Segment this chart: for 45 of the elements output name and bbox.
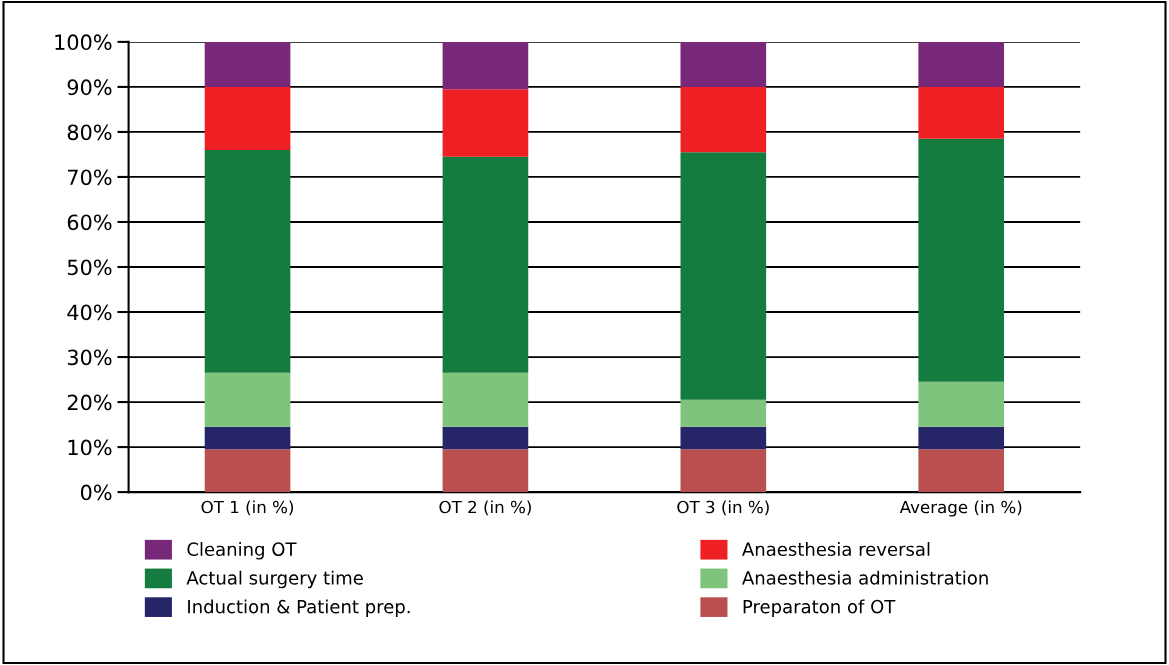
bar	[204, 426, 291, 450]
bar	[442, 89, 529, 157]
legend-label: Induction & Patient prep.	[188, 599, 410, 617]
y-tick-label: 50%	[67, 259, 112, 276]
bar	[918, 381, 1005, 427]
bar	[204, 41, 291, 87]
bar	[442, 372, 529, 427]
bar	[918, 426, 1005, 450]
bar	[204, 149, 291, 373]
y-tick-label: 40%	[67, 304, 112, 321]
bar	[680, 449, 767, 493]
bar	[204, 449, 291, 493]
bar	[442, 156, 529, 373]
bar	[680, 426, 767, 450]
y-tick-label: 30%	[67, 349, 112, 366]
bar	[918, 138, 1005, 382]
legend-label: Preparaton of OT	[743, 599, 896, 617]
legend-label: Actual surgery time	[186, 570, 363, 589]
bar	[204, 372, 291, 427]
legend-label: Anaesthesia administration	[742, 570, 988, 585]
x-tick-label: OT 1 (in %)	[201, 500, 294, 516]
legend-label: Anaesthesia reversal	[742, 542, 930, 557]
bar	[442, 426, 529, 450]
bar	[680, 86, 767, 153]
y-tick-label: 90%	[67, 79, 112, 96]
bar	[918, 86, 1005, 139]
y-tick-label: 20%	[67, 394, 112, 411]
y-tick-label: 10%	[68, 439, 112, 456]
legend-label: Cleaning OT	[187, 542, 297, 560]
y-tick-label: 70%	[68, 169, 112, 186]
y-tick-label: 80%	[67, 124, 112, 141]
bar	[442, 41, 529, 90]
bar	[918, 449, 1005, 493]
bar	[680, 399, 767, 427]
bar	[204, 86, 291, 150]
bar	[442, 449, 529, 493]
x-tick-label: OT 2 (in %)	[439, 500, 531, 516]
y-tick-label: 100%	[55, 34, 112, 51]
bar	[918, 41, 1005, 87]
y-tick-label: 0%	[80, 484, 112, 501]
y-tick-label: 60%	[67, 214, 112, 231]
bar	[680, 41, 767, 87]
bar	[680, 152, 767, 400]
x-tick-label: Average (in %)	[899, 500, 1022, 517]
x-tick-label: OT 3 (in %)	[677, 500, 769, 516]
